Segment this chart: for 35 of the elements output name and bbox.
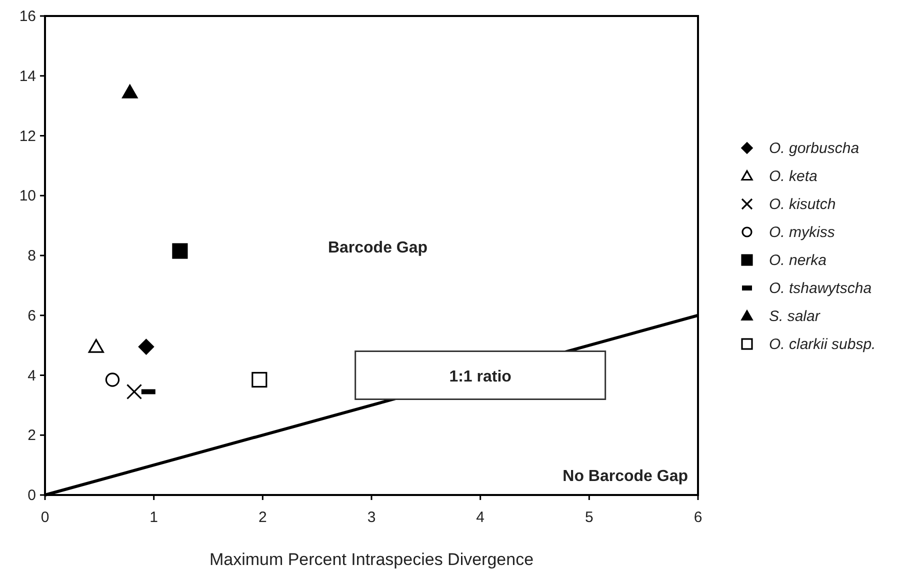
x-axis-title: Maximum Percent Intraspecies Divergence: [209, 550, 534, 569]
point: [105, 372, 120, 387]
y-tick-label: 16: [19, 8, 36, 25]
point: [252, 372, 268, 388]
y-tick-label: 14: [19, 68, 36, 85]
point: [88, 339, 104, 353]
y-tick-label: 2: [28, 427, 36, 444]
legend-label: O. tshawytscha: [769, 280, 872, 297]
x-tick-label: 0: [40, 509, 50, 526]
x-tick-label: 6: [694, 509, 702, 526]
x-tick-label: 5: [584, 509, 594, 526]
y-tick-label: 10: [19, 188, 36, 205]
annotation: 1:1 ratio: [449, 368, 512, 386]
legend-label: O. mykiss: [769, 224, 836, 241]
annotation: Barcode Gap: [328, 240, 428, 257]
point: [138, 339, 154, 355]
x-tick-label: 2: [258, 509, 267, 526]
legend-label: O. keta: [769, 168, 818, 185]
annotation: No Barcode Gap: [562, 468, 688, 485]
x-tick-label: 4: [476, 509, 485, 526]
y-tick-label: 4: [28, 367, 36, 384]
legend-label: O. clarkii subsp.: [769, 336, 876, 353]
y-tick-label: 0: [28, 487, 36, 504]
point: [122, 84, 138, 98]
legend-label: S. salar: [769, 308, 821, 325]
y-tick-label: 12: [19, 128, 36, 145]
legend-label: O. nerka: [769, 252, 827, 269]
legend-label: O. gorbuscha: [769, 140, 860, 157]
y-tick-label: 8: [28, 248, 36, 264]
legend-label: O. kisutch: [769, 196, 836, 213]
x-tick-label: 1: [150, 509, 158, 526]
point: [172, 243, 188, 259]
y-tick-label: 6: [28, 307, 36, 324]
x-tick-label: 3: [367, 509, 376, 526]
point: [126, 384, 142, 400]
